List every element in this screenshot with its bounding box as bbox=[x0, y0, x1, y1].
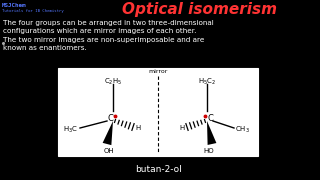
Bar bbox=[58, 68, 258, 156]
Text: mirror: mirror bbox=[148, 69, 168, 74]
Text: Optical isomerism: Optical isomerism bbox=[123, 2, 277, 17]
Text: Tutorials for IB Chemistry: Tutorials for IB Chemistry bbox=[2, 9, 64, 13]
Text: C: C bbox=[107, 114, 113, 123]
Text: H$_3$C: H$_3$C bbox=[63, 125, 78, 135]
Text: MSJChem: MSJChem bbox=[2, 3, 27, 8]
Text: C$_2$H$_5$: C$_2$H$_5$ bbox=[104, 77, 122, 87]
Text: CH$_3$: CH$_3$ bbox=[235, 125, 250, 135]
Text: C: C bbox=[207, 114, 213, 123]
Text: butan-2-ol: butan-2-ol bbox=[135, 165, 181, 174]
Text: H$_5$C$_2$: H$_5$C$_2$ bbox=[198, 77, 216, 87]
Text: The four groups can be arranged in two three-dimensional
configurations which ar: The four groups can be arranged in two t… bbox=[3, 20, 214, 51]
Polygon shape bbox=[207, 121, 216, 145]
Text: OH: OH bbox=[104, 148, 114, 154]
Polygon shape bbox=[103, 121, 113, 145]
Text: HO: HO bbox=[204, 148, 214, 154]
Text: H: H bbox=[135, 125, 140, 131]
Text: H: H bbox=[180, 125, 185, 131]
